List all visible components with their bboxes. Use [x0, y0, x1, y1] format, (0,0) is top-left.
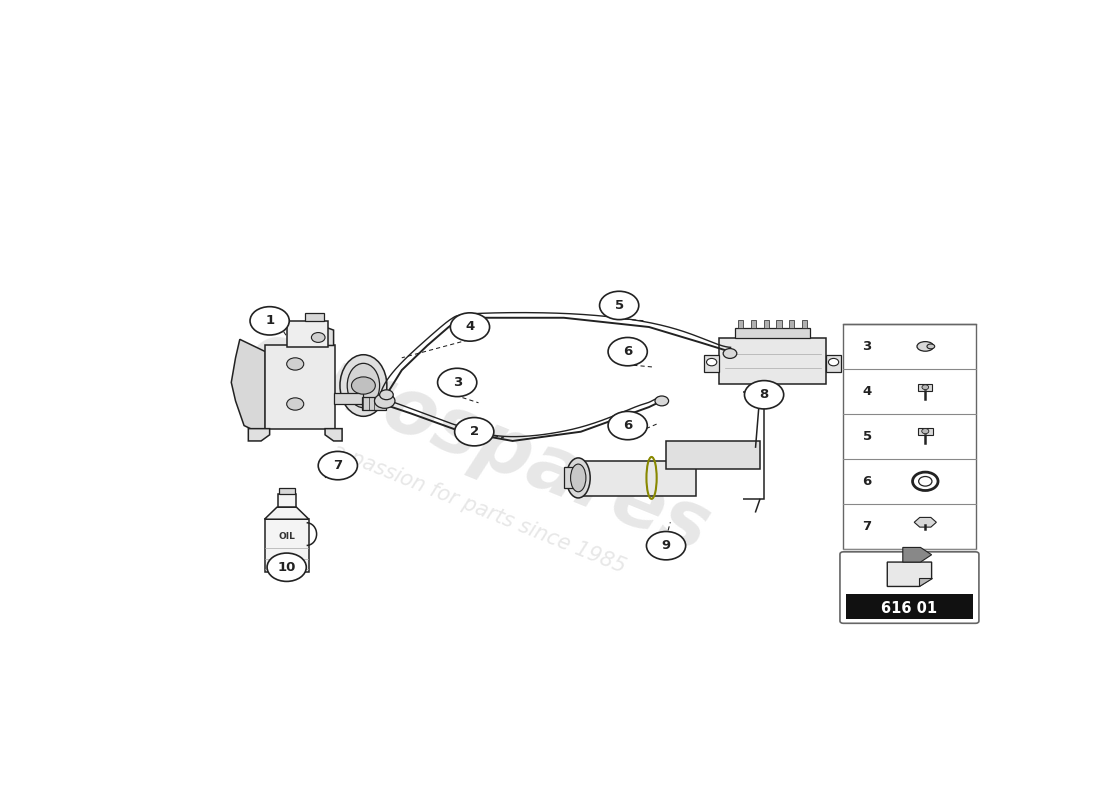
Text: 1: 1 — [265, 314, 274, 327]
FancyBboxPatch shape — [751, 320, 756, 328]
Text: 5: 5 — [862, 430, 871, 443]
Circle shape — [379, 390, 393, 400]
Circle shape — [723, 349, 737, 358]
FancyBboxPatch shape — [278, 494, 296, 507]
Text: a passion for parts since 1985: a passion for parts since 1985 — [329, 441, 628, 577]
Text: 9: 9 — [661, 539, 671, 552]
FancyBboxPatch shape — [333, 393, 363, 404]
Text: 3: 3 — [862, 340, 872, 353]
FancyBboxPatch shape — [826, 355, 842, 373]
Polygon shape — [326, 429, 342, 441]
Text: 3: 3 — [452, 376, 462, 389]
Circle shape — [318, 451, 358, 480]
FancyBboxPatch shape — [287, 321, 328, 346]
Text: 7: 7 — [333, 459, 342, 472]
Polygon shape — [920, 578, 932, 586]
Circle shape — [352, 377, 375, 394]
Text: 5: 5 — [615, 299, 624, 312]
FancyBboxPatch shape — [840, 552, 979, 623]
FancyBboxPatch shape — [265, 346, 336, 429]
Circle shape — [287, 398, 304, 410]
Polygon shape — [264, 507, 309, 519]
Circle shape — [922, 385, 928, 390]
Circle shape — [647, 531, 685, 560]
Ellipse shape — [340, 354, 387, 416]
Polygon shape — [231, 339, 265, 432]
FancyBboxPatch shape — [666, 441, 760, 469]
Text: 4: 4 — [465, 321, 474, 334]
Ellipse shape — [917, 342, 934, 351]
FancyBboxPatch shape — [763, 320, 769, 328]
FancyBboxPatch shape — [777, 320, 782, 328]
Circle shape — [654, 396, 669, 406]
Ellipse shape — [348, 363, 380, 408]
Circle shape — [311, 333, 326, 342]
Circle shape — [267, 553, 306, 582]
FancyBboxPatch shape — [846, 594, 972, 619]
Polygon shape — [914, 518, 936, 527]
FancyBboxPatch shape — [278, 488, 295, 494]
Text: OIL: OIL — [278, 533, 295, 542]
Circle shape — [454, 418, 494, 446]
Text: eurospares: eurospares — [236, 314, 720, 568]
FancyBboxPatch shape — [735, 328, 810, 338]
Circle shape — [600, 291, 639, 320]
Text: 6: 6 — [862, 475, 872, 488]
Circle shape — [438, 368, 476, 397]
Text: 6: 6 — [623, 345, 632, 358]
FancyBboxPatch shape — [917, 427, 933, 434]
FancyBboxPatch shape — [738, 320, 744, 328]
Text: 616 01: 616 01 — [881, 601, 937, 616]
Polygon shape — [888, 562, 932, 586]
Text: 7: 7 — [862, 520, 871, 533]
Circle shape — [828, 358, 838, 366]
Text: 8: 8 — [759, 388, 769, 402]
Circle shape — [450, 313, 490, 341]
Ellipse shape — [566, 458, 591, 498]
FancyBboxPatch shape — [719, 338, 826, 384]
Circle shape — [745, 381, 783, 409]
FancyBboxPatch shape — [918, 384, 933, 390]
Polygon shape — [304, 327, 333, 346]
FancyBboxPatch shape — [362, 397, 386, 410]
Circle shape — [922, 429, 928, 434]
Text: 6: 6 — [623, 419, 632, 432]
FancyBboxPatch shape — [264, 519, 309, 572]
FancyBboxPatch shape — [844, 324, 976, 549]
Circle shape — [374, 394, 395, 408]
Circle shape — [250, 306, 289, 335]
Text: 4: 4 — [862, 385, 872, 398]
Circle shape — [706, 358, 717, 366]
Circle shape — [608, 411, 647, 440]
Ellipse shape — [927, 344, 935, 349]
FancyBboxPatch shape — [802, 320, 807, 328]
Polygon shape — [903, 547, 932, 562]
Circle shape — [608, 338, 647, 366]
Ellipse shape — [571, 464, 586, 492]
FancyBboxPatch shape — [704, 355, 719, 373]
FancyBboxPatch shape — [581, 461, 696, 496]
Polygon shape — [249, 429, 270, 441]
FancyBboxPatch shape — [563, 467, 581, 488]
FancyBboxPatch shape — [306, 314, 324, 321]
Circle shape — [287, 358, 304, 370]
Text: 10: 10 — [277, 561, 296, 574]
Text: 2: 2 — [470, 426, 478, 438]
FancyBboxPatch shape — [789, 320, 794, 328]
